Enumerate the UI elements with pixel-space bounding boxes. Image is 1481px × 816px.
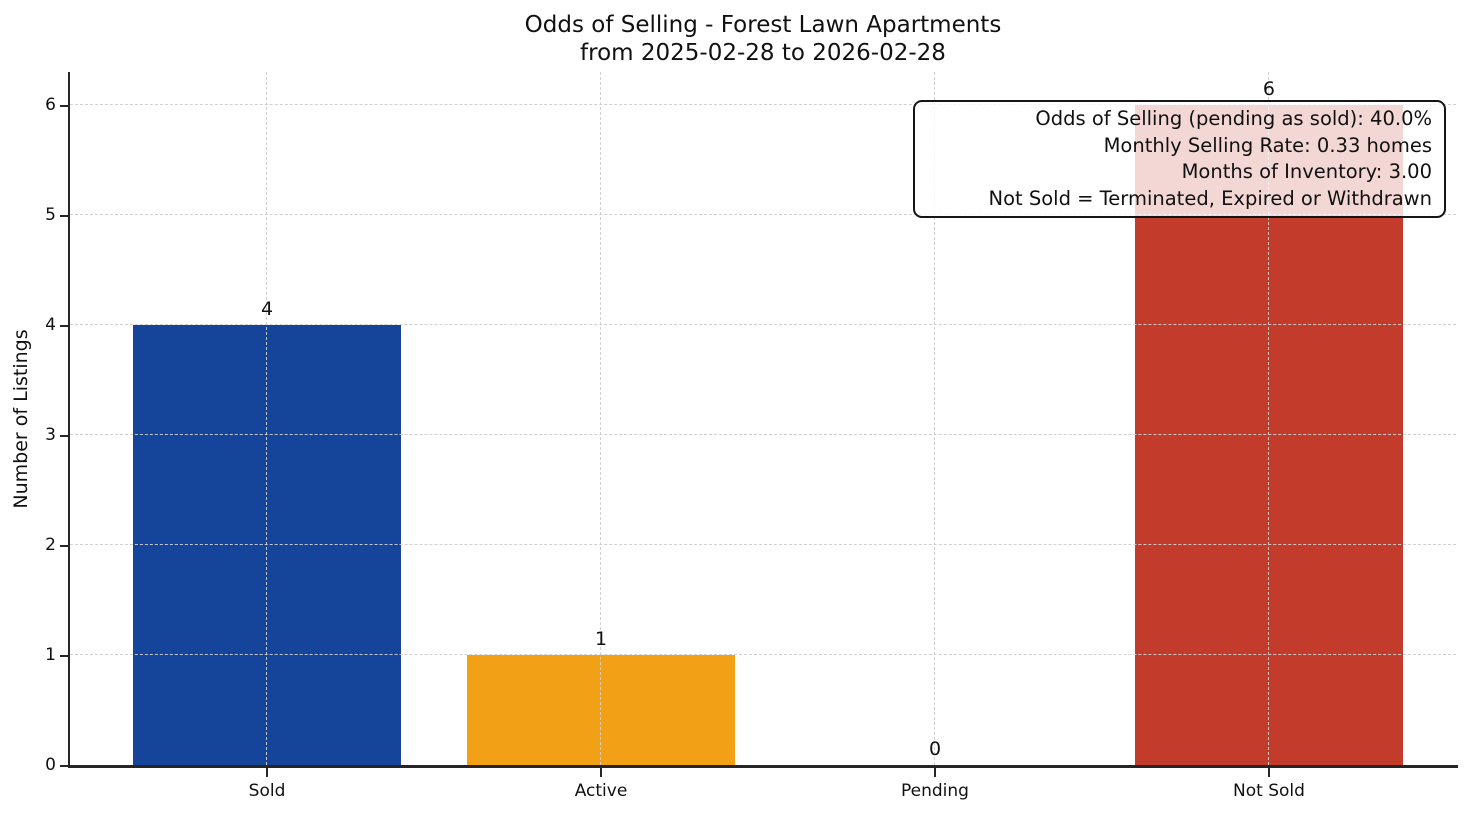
x-tick-mark-not-sold [1267, 767, 1270, 777]
y-tick-mark-0 [60, 765, 70, 767]
x-tick-label-pending: Pending [901, 781, 969, 801]
h-gridline-1 [70, 654, 1456, 655]
v-gridline-not-sold [1267, 72, 1269, 765]
x-tick-label-active: Active [574, 781, 628, 801]
annotation-line-odds: Odds of Selling (pending as sold): 40.0% [1035, 107, 1432, 130]
h-gridline-4 [70, 324, 1456, 325]
x-tick-mark-sold [266, 767, 269, 777]
y-tick-label-3: 3 [45, 425, 56, 445]
x-axis-spine [67, 765, 1458, 768]
annotation-line-monthly-rate: Monthly Selling Rate: 0.33 homes [1103, 133, 1432, 157]
chart-title-line2: from 2025-02-28 to 2026-02-28 [580, 40, 946, 66]
y-tick-mark-1 [60, 655, 70, 658]
y-tick-label-2: 2 [45, 535, 56, 555]
y-tick-mark-4 [60, 325, 70, 328]
chart-title-line1: Odds of Selling - Forest Lawn Apartments [524, 12, 1002, 38]
bar-value-label-pending: 0 [928, 738, 942, 760]
v-gridline-pending [933, 72, 935, 765]
bar-value-label-not-sold: 6 [1262, 78, 1276, 100]
y-tick-mark-6 [60, 105, 70, 107]
h-gridline-3 [70, 434, 1456, 435]
x-tick-label-not-sold: Not Sold [1233, 781, 1305, 801]
v-gridline-active [600, 72, 602, 765]
h-gridline-5 [70, 214, 1456, 215]
y-tick-mark-2 [60, 545, 70, 548]
bar-value-label-sold: 4 [260, 298, 274, 321]
y-tick-label-6: 6 [45, 95, 56, 115]
y-tick-label-4: 4 [45, 315, 56, 335]
y-axis-spine [67, 72, 70, 768]
v-gridline-sold [266, 72, 268, 765]
y-tick-label-1: 1 [45, 645, 56, 665]
annotation-line-not-sold-note: Not Sold = Terminated, Expired or Withdr… [988, 186, 1432, 210]
h-gridline-2 [70, 544, 1456, 545]
y-axis-title: Number of Listings [10, 329, 32, 509]
h-gridline-6 [70, 104, 1456, 105]
annotation-line-inventory: Months of Inventory: 3.00 [1181, 160, 1432, 183]
x-tick-label-sold: Sold [248, 781, 286, 801]
y-tick-mark-5 [60, 215, 70, 217]
x-tick-mark-pending [933, 767, 936, 777]
annotation-box: Odds of Selling (pending as sold): 40.0%… [913, 100, 1446, 218]
y-tick-mark-3 [60, 435, 70, 437]
x-tick-mark-active [600, 767, 603, 777]
y-tick-label-0: 0 [45, 755, 56, 775]
chart-title: Odds of Selling - Forest Lawn Apartments… [70, 11, 1456, 67]
y-tick-label-5: 5 [45, 205, 56, 225]
bar-sold [133, 325, 401, 765]
bar-value-label-active: 1 [594, 628, 608, 651]
